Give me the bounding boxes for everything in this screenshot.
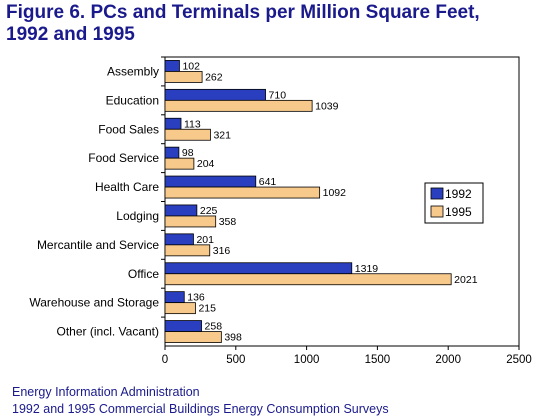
chart-title: Figure 6. PCs and Terminals per Million … [6,2,536,46]
category-label: Food Sales [98,122,159,136]
bar-value-label: 98 [182,147,194,159]
source-line-1: Energy Information Administration [12,385,200,399]
bar-value-label: 215 [198,303,216,315]
bar-1992 [164,117,182,130]
bar-value-label: 102 [182,60,200,72]
category-label: Health Care [95,180,159,194]
bar-1995 [164,244,211,257]
bar-value-label: 1039 [315,100,339,112]
bar-1995 [164,273,452,286]
bar-value-label: 316 [213,245,231,257]
x-tick-label: 2000 [435,354,461,366]
x-tick-label: 2500 [506,354,532,366]
bar-value-label: 201 [196,234,214,246]
y-axis: Assembly Education Food Sales Food Service H… [29,56,165,339]
bar-value-label: 204 [197,158,215,170]
x-axis: 0 500 1000 1500 2000 2500 [162,346,532,366]
x-tick-label: 1000 [294,354,320,366]
chart-title-line-2: 1992 and 1995 [6,24,135,45]
bar-value-label: 1319 [355,263,379,275]
bar-1992 [164,146,180,159]
legend-label-1992: 1992 [445,187,472,201]
category-label: Mercantile and Service [37,238,159,252]
bar-value-label: 113 [184,118,201,130]
bar-1992 [164,175,257,188]
bar-value-label: 262 [205,71,223,83]
category-label: Office [128,267,159,281]
legend-swatch-1995 [430,205,444,218]
category-label: Warehouse and Storage [29,296,159,310]
bar-1995 [164,99,313,112]
bar-1992 [164,88,266,101]
bar-1992 [164,291,185,304]
x-tick-label: 1500 [365,354,391,366]
bar-value-label: 225 [200,205,218,217]
category-label: Education [106,93,159,107]
legend-label-1995: 1995 [445,205,472,219]
chart-title-line-1: Figure 6. PCs and Terminals per Million … [6,2,480,23]
bar-1992 [164,233,194,246]
bar-1992 [164,204,198,217]
bar-1995 [164,302,196,315]
bar-1995 [164,71,203,83]
category-label: Other (incl. Vacant) [57,325,159,339]
bar-value-label: 641 [259,176,277,188]
bar-value-label: 398 [224,332,242,344]
bar-1992 [164,320,202,332]
bar-1995 [164,186,321,199]
bar-1995 [164,331,222,343]
bar-1995 [164,215,217,228]
bar-1992 [164,262,353,275]
legend-swatch-1992 [430,187,444,200]
bar-value-label: 2021 [454,274,478,286]
category-label: Assembly [107,64,159,78]
category-label: Lodging [116,209,159,223]
bar-value-label: 358 [219,216,237,228]
bar-value-label: 321 [213,129,231,141]
bar-value-label: 1092 [323,187,347,199]
x-tick-label: 500 [226,354,245,366]
bar-value-label: 258 [205,321,223,333]
bar-1992 [164,60,180,72]
x-tick-label: 0 [162,354,168,366]
legend: 1992 1995 [424,182,484,224]
bar-1995 [164,157,195,170]
source-footer: Energy Information Administration 1992 a… [12,384,389,418]
bar-value-label: 710 [269,89,287,101]
source-line-2: 1992 and 1995 Commercial Buildings Energ… [12,402,389,416]
bar-value-label: 136 [187,292,205,304]
category-label: Food Service [88,151,159,165]
bar-1995 [164,128,211,141]
